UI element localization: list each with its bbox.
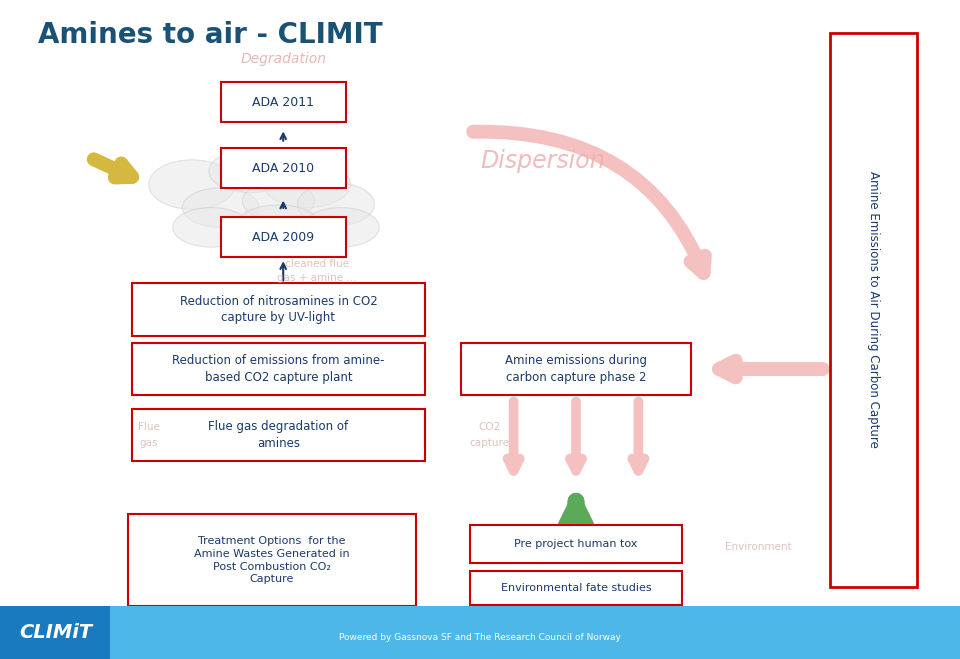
FancyBboxPatch shape: [830, 33, 917, 587]
Text: CLIMiT: CLIMiT: [19, 623, 92, 642]
Ellipse shape: [302, 208, 379, 247]
FancyArrowPatch shape: [508, 401, 519, 471]
Text: ADA 2010: ADA 2010: [252, 161, 314, 175]
Ellipse shape: [298, 183, 374, 225]
Text: gas: gas: [139, 438, 158, 448]
FancyBboxPatch shape: [221, 217, 346, 257]
Text: Amine Emissions to Air During Carbon Capture: Amine Emissions to Air During Carbon Cap…: [867, 171, 880, 448]
FancyBboxPatch shape: [221, 148, 346, 188]
Text: ADA 2009: ADA 2009: [252, 231, 314, 244]
Text: Flue gas degradation of
amines: Flue gas degradation of amines: [208, 420, 348, 449]
FancyArrowPatch shape: [94, 159, 132, 177]
Ellipse shape: [173, 208, 250, 247]
FancyArrowPatch shape: [171, 431, 193, 439]
Text: Environmental fate studies: Environmental fate studies: [501, 583, 651, 593]
Text: Degradation: Degradation: [240, 52, 326, 67]
Ellipse shape: [242, 181, 314, 221]
Text: Amine emissions during
carbon capture phase 2: Amine emissions during carbon capture ph…: [505, 355, 647, 384]
Text: Reduction of nitrosamines in CO2
capture by UV-light: Reduction of nitrosamines in CO2 capture…: [180, 295, 377, 324]
Ellipse shape: [182, 188, 259, 227]
FancyBboxPatch shape: [132, 409, 424, 461]
FancyArrowPatch shape: [719, 360, 823, 378]
Bar: [0, 606, 960, 659]
Text: Environment: Environment: [725, 542, 792, 552]
Bar: [0, 606, 110, 659]
Text: Flue: Flue: [138, 422, 159, 432]
FancyBboxPatch shape: [128, 514, 416, 606]
FancyArrowPatch shape: [633, 401, 644, 471]
Text: Powered by Gassnova SF and The Research Council of Norway: Powered by Gassnova SF and The Research …: [339, 633, 621, 642]
Text: CO2: CO2: [478, 422, 501, 432]
Text: Pre project human tox: Pre project human tox: [515, 538, 637, 549]
Text: capture: capture: [469, 438, 510, 448]
Ellipse shape: [149, 160, 235, 210]
FancyBboxPatch shape: [221, 82, 346, 122]
Text: gas + amine ...: gas + amine ...: [277, 273, 356, 283]
Text: Amines to air - CLIMIT: Amines to air - CLIMIT: [38, 21, 383, 49]
Text: Treatment Options  for the
Amine Wastes Generated in
Post Combustion CO₂
Capture: Treatment Options for the Amine Wastes G…: [194, 536, 349, 585]
Ellipse shape: [264, 161, 350, 208]
Text: ADA 2011: ADA 2011: [252, 96, 314, 109]
FancyBboxPatch shape: [461, 343, 691, 395]
FancyBboxPatch shape: [132, 283, 424, 336]
FancyArrowPatch shape: [570, 401, 582, 471]
Text: Dispersion: Dispersion: [480, 150, 605, 173]
FancyArrowPatch shape: [566, 501, 586, 525]
Ellipse shape: [237, 205, 319, 243]
FancyBboxPatch shape: [470, 571, 682, 605]
FancyBboxPatch shape: [470, 525, 682, 563]
Text: Reduction of emissions from amine-
based CO2 capture plant: Reduction of emissions from amine- based…: [172, 355, 385, 384]
FancyArrowPatch shape: [473, 132, 705, 273]
Ellipse shape: [209, 150, 291, 193]
Text: cleaned flue: cleaned flue: [285, 258, 348, 269]
FancyBboxPatch shape: [132, 343, 424, 395]
